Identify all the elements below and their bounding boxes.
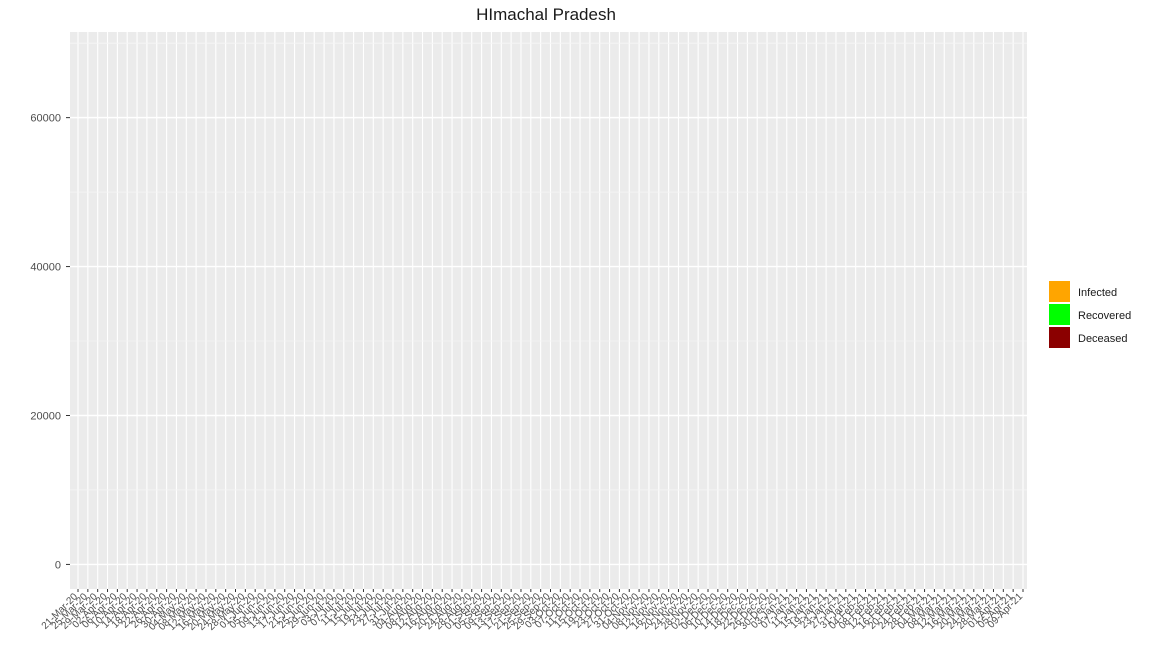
chart-title: HImachal Pradesh bbox=[476, 5, 616, 24]
y-tick-label: 40000 bbox=[30, 262, 61, 274]
y-tick-label: 0 bbox=[55, 559, 61, 571]
y-tick-label: 60000 bbox=[30, 113, 61, 125]
legend-label-deceased: Deceased bbox=[1078, 333, 1128, 345]
legend-label-recovered: Recovered bbox=[1078, 310, 1131, 322]
plot-panel bbox=[70, 32, 1027, 589]
legend-key-infected bbox=[1049, 281, 1070, 302]
legend-key-recovered bbox=[1049, 304, 1070, 325]
legend-key-deceased bbox=[1049, 327, 1070, 348]
y-tick-label: 20000 bbox=[30, 410, 61, 422]
legend-label-infected: Infected bbox=[1078, 287, 1117, 299]
